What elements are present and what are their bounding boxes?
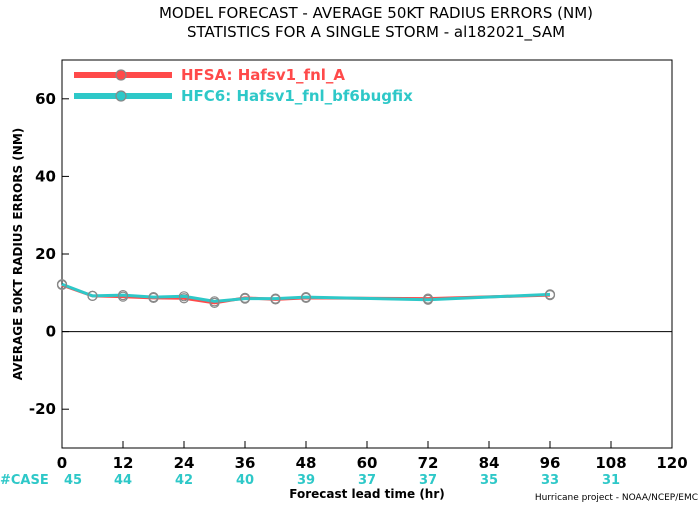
case-count: 31 <box>602 473 620 488</box>
case-count: 40 <box>236 473 254 488</box>
case-count: 37 <box>419 473 437 488</box>
y-tick-label: 20 <box>35 245 56 263</box>
series-point-1 <box>300 291 312 303</box>
case-count: 33 <box>541 473 559 488</box>
series-point-1 <box>544 289 556 300</box>
legend-marker-1 <box>115 90 127 102</box>
y-axis-label: AVERAGE 50KT RADIUS ERRORS (NM) <box>11 128 25 380</box>
series-line-1 <box>61 282 551 303</box>
x-tick-label: 48 <box>296 454 317 472</box>
case-label: #CASE <box>0 473 49 488</box>
series-point-1 <box>87 290 98 302</box>
series-point-1 <box>239 293 251 304</box>
legend-label-0: HFSA: Hafsv1_fnl_A <box>181 66 345 84</box>
series-point-1 <box>178 291 190 302</box>
x-tick-label: 12 <box>113 454 134 472</box>
y-tick-label: 40 <box>35 167 56 185</box>
series-line-0 <box>61 283 551 305</box>
y-tick-label: 60 <box>35 90 56 108</box>
credit-text: Hurricane project - NOAA/NCEP/EMC <box>535 493 698 503</box>
series-point-1 <box>209 296 220 307</box>
plot-area <box>61 59 673 449</box>
y-tick-label: 0 <box>46 323 56 341</box>
case-count: 42 <box>175 473 193 488</box>
case-count: 45 <box>64 473 82 488</box>
x-tick-label: 72 <box>418 454 439 472</box>
series-point-1 <box>117 290 129 301</box>
series-point-1 <box>422 294 434 305</box>
case-count: 37 <box>358 473 376 488</box>
series-point-1 <box>56 279 68 290</box>
x-tick-label: 108 <box>595 454 626 472</box>
x-tick-label: 60 <box>357 454 378 472</box>
x-tick-label: 96 <box>540 454 561 472</box>
y-tick-label: -20 <box>29 400 56 418</box>
x-tick-label: 0 <box>57 454 67 472</box>
case-count: 44 <box>114 473 132 488</box>
chart-title: MODEL FORECAST - AVERAGE 50KT RADIUS ERR… <box>159 4 593 22</box>
case-count: 39 <box>297 473 315 488</box>
x-axis-label: Forecast lead time (hr) <box>289 487 445 501</box>
series-point-1 <box>148 291 159 303</box>
legend-marker-0 <box>115 69 127 81</box>
x-tick-label: 24 <box>174 454 195 472</box>
x-tick-label: 120 <box>656 454 687 472</box>
x-tick-label: 84 <box>479 454 500 472</box>
series-point-1 <box>270 293 281 304</box>
case-count: 35 <box>480 473 498 488</box>
chart-subtitle: STATISTICS FOR A SINGLE STORM - al182021… <box>187 23 565 42</box>
legend-label-1: HFC6: Hafsv1_fnl_bf6bugfix <box>181 87 413 105</box>
x-tick-label: 36 <box>235 454 256 472</box>
